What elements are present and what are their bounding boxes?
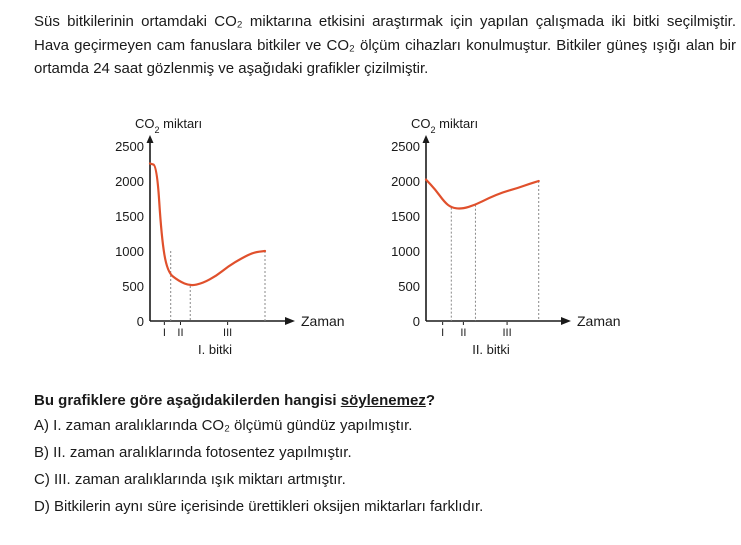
question-emphasis: söylenemez bbox=[340, 392, 426, 409]
interval-label: II bbox=[460, 327, 466, 339]
y-tick-label: 2500 bbox=[115, 139, 144, 154]
x-axis-label: Zaman bbox=[301, 313, 345, 329]
chart-plant-2: CO2 miktarı Zaman 0 500 1000 1500 2000 2500 I II I… bbox=[376, 108, 638, 363]
option-c[interactable]: C) III. zaman aralıklarında ışık miktarı… bbox=[34, 471, 346, 488]
intro-paragraph: Süs bitkilerinin ortamdaki CO₂ miktarına… bbox=[34, 13, 736, 77]
interval-label: I bbox=[441, 327, 444, 339]
series-line bbox=[148, 162, 267, 287]
y-axis-label: CO2 miktarı bbox=[135, 116, 202, 135]
y-tick-label: 1500 bbox=[115, 209, 144, 224]
y-tick-label: 2500 bbox=[391, 139, 420, 154]
interval-label: I bbox=[163, 327, 166, 339]
y-tick-label: 500 bbox=[122, 279, 144, 294]
series-line bbox=[424, 178, 540, 210]
y-tick-label: 1000 bbox=[391, 244, 420, 259]
y-tick-label: 1500 bbox=[391, 209, 420, 224]
option-b[interactable]: B) II. zaman aralıklarında fotosentez ya… bbox=[34, 444, 352, 461]
chart-plant-1: CO2 miktarı Zaman 0 500 1000 1500 2000 2500 I II I… bbox=[100, 108, 362, 363]
y-axis-arrow bbox=[146, 135, 154, 143]
y-tick-label: 0 bbox=[137, 314, 144, 329]
y-axis-label: CO2 miktarı bbox=[411, 116, 478, 135]
option-d[interactable]: D) Bitkilerin aynı süre içerisinde ürett… bbox=[34, 498, 484, 515]
y-tick-label: 2000 bbox=[391, 174, 420, 189]
x-axis-label: Zaman bbox=[577, 313, 621, 329]
option-a[interactable]: A) I. zaman aralıklarında CO₂ ölçümü gün… bbox=[34, 417, 413, 434]
y-axis-arrow bbox=[422, 135, 430, 143]
question-stem: Bu grafiklere göre aşağıdakilerden hangi… bbox=[34, 392, 435, 409]
chart-title: II. bitki bbox=[472, 342, 510, 357]
interval-label: II bbox=[177, 327, 183, 339]
y-tick-label: 0 bbox=[413, 314, 420, 329]
y-tick-label: 500 bbox=[398, 279, 420, 294]
answer-options: A) I. zaman aralıklarında CO₂ ölçümü gün… bbox=[34, 416, 483, 524]
y-tick-label: 1000 bbox=[115, 244, 144, 259]
x-axis-arrow bbox=[285, 317, 295, 325]
interval-label: III bbox=[223, 327, 232, 339]
chart-title: I. bitki bbox=[198, 342, 232, 357]
x-axis-arrow bbox=[561, 317, 571, 325]
y-tick-label: 2000 bbox=[115, 174, 144, 189]
interval-label: III bbox=[502, 327, 511, 339]
